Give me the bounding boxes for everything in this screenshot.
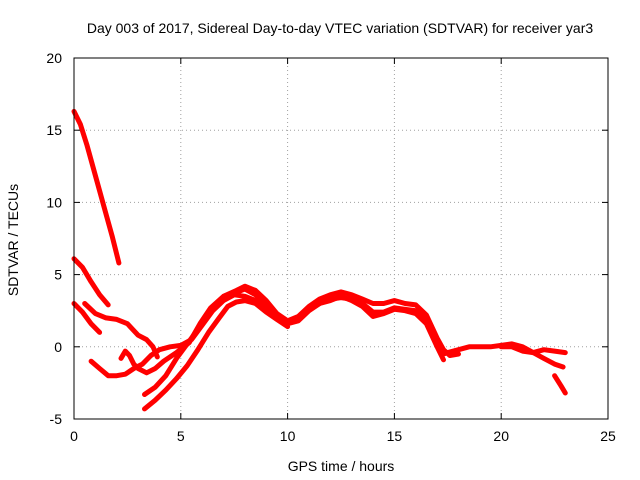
tick-label-layer: 0 5 10 15 20 25 -5 0 5 10 15 20 xyxy=(46,50,616,444)
y-tick-label: 20 xyxy=(46,50,62,66)
x-tick-label: 10 xyxy=(280,428,296,444)
series-line-track-h xyxy=(142,298,291,412)
series-line-track-i xyxy=(498,344,568,356)
series-line-track-g xyxy=(142,286,446,397)
series-line-track-c xyxy=(71,301,103,335)
series-line-track-j xyxy=(552,373,568,396)
series-line-track-b xyxy=(71,256,111,308)
plot-frame xyxy=(73,57,609,420)
y-tick-label: -5 xyxy=(50,411,63,427)
y-tick-label: 0 xyxy=(54,339,62,355)
x-tick-label: 5 xyxy=(177,428,185,444)
series-line-track-d xyxy=(82,301,160,360)
x-tick-label: 0 xyxy=(70,428,78,444)
x-tick-label: 15 xyxy=(387,428,403,444)
x-tick-label: 25 xyxy=(600,428,616,444)
x-axis-title: GPS time / hours xyxy=(288,458,395,474)
y-tick-label: 10 xyxy=(46,194,62,210)
series-layer xyxy=(71,108,568,412)
y-axis-title: SDTVAR / TECUs xyxy=(5,184,21,296)
y-tick-label: 5 xyxy=(54,267,62,283)
series-line-track-a xyxy=(71,108,122,266)
x-tick-label: 20 xyxy=(493,428,509,444)
y-tick-label: 15 xyxy=(46,122,62,138)
tick-layer xyxy=(73,57,609,420)
chart-title: Day 003 of 2017, Sidereal Day-to-day VTE… xyxy=(87,20,593,36)
